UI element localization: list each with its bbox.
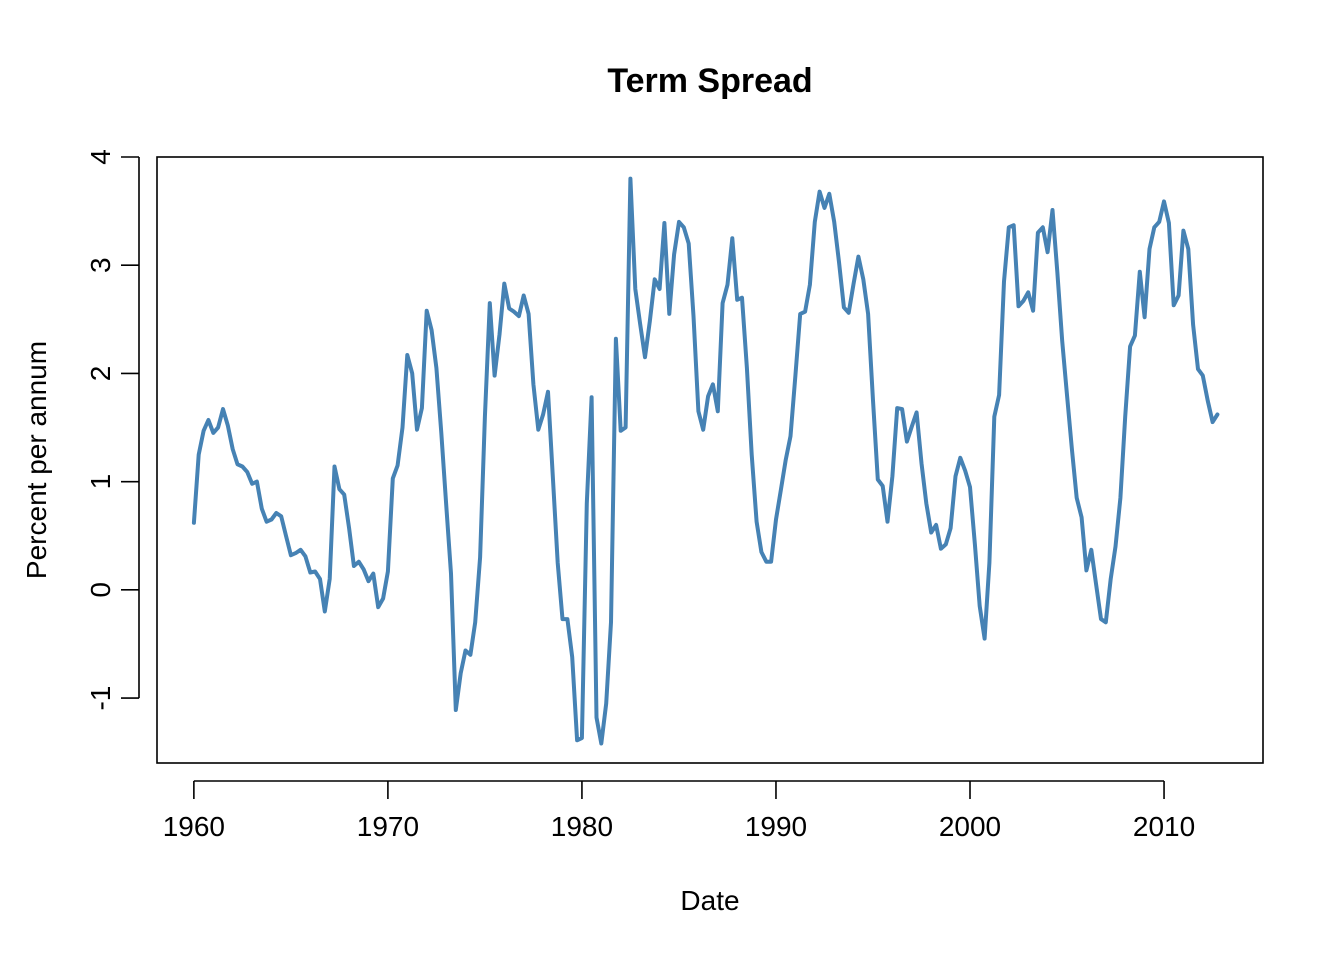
x-tick-label: 2000 [939,811,1001,842]
x-axis: 1960 1970 1980 1990 2000 2010 [163,780,1195,842]
x-tick-label: 1990 [745,811,807,842]
x-tick-label: 2010 [1133,811,1195,842]
y-tick-label: 1 [85,474,116,490]
y-tick-label: 3 [85,257,116,273]
y-tick-label: 0 [85,582,116,598]
y-tick-label: 2 [85,366,116,382]
y-axis-label: Percent per annum [21,341,52,579]
x-axis-label: Date [680,885,739,916]
plot-frame [156,156,1264,764]
chart-title: Term Spread [607,62,812,100]
x-tick-label: 1960 [163,811,225,842]
y-tick-label: 4 [85,149,116,165]
y-tick-label: -1 [85,686,116,711]
series-layer [191,176,1220,746]
y-axis: -1 0 1 2 3 4 [85,149,140,711]
series-line [191,176,1220,746]
x-tick-label: 1970 [357,811,419,842]
x-tick-label: 1980 [551,811,613,842]
